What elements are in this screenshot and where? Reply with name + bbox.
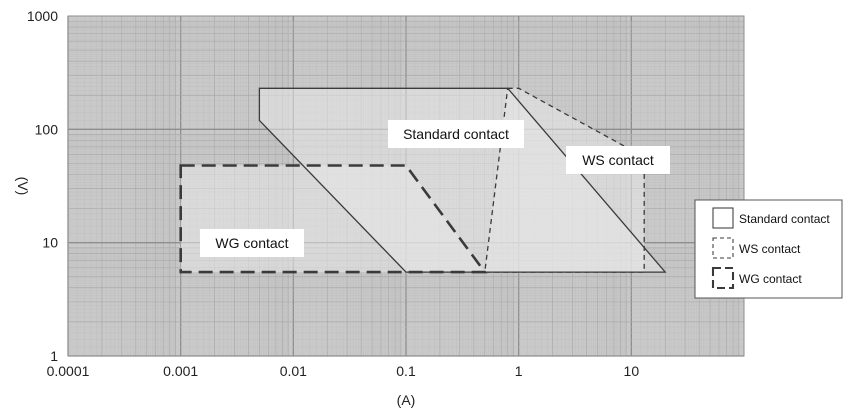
label-box-ws-contact bbox=[566, 146, 670, 174]
y-axis-label: (V) bbox=[15, 177, 31, 196]
region-labels: Standard contact WS contact WG contact bbox=[200, 120, 670, 257]
y-axis-ticks: 1 10 100 1000 bbox=[27, 8, 58, 364]
legend: Standard contact WS contact WG contact bbox=[694, 199, 843, 299]
region-label-wg-contact: WG contact bbox=[215, 235, 288, 251]
x-tick-label: 0.001 bbox=[163, 363, 198, 379]
series-wg-contact bbox=[179, 164, 488, 274]
legend-swatch-standard-contact bbox=[712, 207, 734, 229]
x-axis-ticks: 0.0001 0.001 0.01 0.1 1 10 bbox=[47, 363, 640, 379]
legend-label-wg-contact: WG contact bbox=[739, 272, 802, 286]
legend-swatch-ws-contact bbox=[712, 237, 734, 259]
plot-border bbox=[67, 15, 745, 357]
y-tick-label: 100 bbox=[35, 121, 59, 137]
y-tick-label: 1 bbox=[50, 348, 58, 364]
y-tick-label: 10 bbox=[42, 235, 58, 251]
region-label-standard-contact: Standard contact bbox=[403, 126, 509, 142]
series-ws-contact bbox=[484, 87, 645, 273]
legend-label-ws-contact: WS contact bbox=[739, 242, 801, 256]
x-tick-label: 0.0001 bbox=[47, 363, 90, 379]
label-box-wg-contact bbox=[200, 229, 304, 257]
x-axis-label: (A) bbox=[397, 392, 416, 408]
label-box-standard-contact bbox=[388, 120, 524, 148]
x-tick-label: 10 bbox=[624, 363, 640, 379]
fill-ws-contact bbox=[484, 88, 645, 273]
legend-label-standard-contact: Standard contact bbox=[739, 212, 830, 226]
x-tick-label: 0.1 bbox=[396, 363, 416, 379]
x-tick-label: 1 bbox=[515, 363, 523, 379]
region-fills bbox=[180, 88, 666, 273]
x-tick-label: 0.01 bbox=[280, 363, 307, 379]
region-label-ws-contact: WS contact bbox=[582, 152, 654, 168]
series-standard-contact bbox=[258, 87, 667, 273]
legend-box bbox=[694, 199, 843, 299]
legend-swatch-wg-contact bbox=[711, 266, 735, 290]
y-tick-label: 1000 bbox=[27, 8, 58, 24]
series-lines bbox=[179, 87, 667, 274]
